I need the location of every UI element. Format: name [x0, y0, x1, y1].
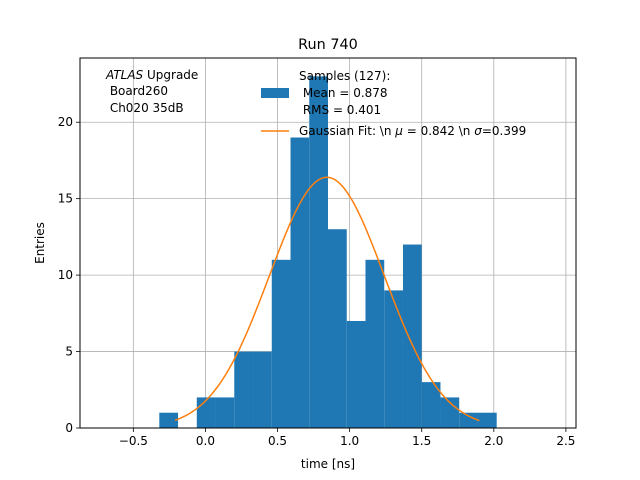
histogram-bar-11 — [365, 259, 385, 428]
chart-title: Run 740 — [298, 37, 358, 53]
annotation-atlas-word: ATLAS — [105, 68, 144, 82]
legend-fit-mid: = 0.842 \n — [403, 124, 474, 138]
legend-hist-line-3: RMS = 0.401 — [299, 103, 381, 117]
histogram-bar-17 — [477, 412, 497, 428]
legend-hist-line-2: Mean = 0.878 — [299, 86, 388, 100]
x-tick-label-4: 1.5 — [412, 434, 431, 448]
x-tick-label-1: 0.0 — [196, 434, 215, 448]
annotation-text: ATLAS Upgrade Board260 Ch020 35dB — [105, 68, 198, 115]
x-axis-label: time [ns] — [301, 457, 355, 471]
y-tick-label-4: 20 — [58, 115, 73, 129]
histogram-bar-7 — [290, 137, 310, 428]
histogram-bar-8 — [309, 76, 328, 428]
x-tick-label-2: 0.5 — [268, 434, 287, 448]
x-tick-label-5: 2.0 — [484, 434, 503, 448]
y-tick-label-2: 10 — [58, 268, 73, 282]
legend-hist-swatch — [261, 88, 289, 98]
x-axis-ticks: −0.5 0.0 0.5 1.0 1.5 2.0 2.5 — [119, 428, 575, 448]
histogram-bar-10 — [346, 320, 366, 428]
histogram-bar-16 — [459, 412, 478, 428]
y-tick-label-1: 5 — [65, 345, 73, 359]
annotation-line-1: ATLAS Upgrade — [105, 68, 198, 82]
x-tick-label-3: 1.0 — [340, 434, 359, 448]
plot-frame — [79, 57, 577, 429]
y-tick-label-0: 0 — [65, 421, 73, 435]
histogram-bars — [159, 76, 497, 428]
legend-fit-label: Gaussian Fit: \n μ = 0.842 \n σ=0.399 — [299, 124, 526, 138]
gaussian-fit-curve — [174, 176, 480, 422]
histogram-bar-3 — [215, 397, 235, 428]
histogram-bar-0 — [159, 412, 179, 428]
histogram-bar-4 — [234, 351, 254, 428]
histogram-bar-15 — [440, 397, 460, 428]
histogram-bar-5 — [253, 351, 272, 428]
histogram-bar-12 — [384, 290, 403, 428]
legend-fit-end: =0.399 — [482, 124, 526, 138]
y-axis-label: Entries — [33, 222, 47, 264]
y-axis-ticks: 0 5 10 15 20 — [58, 115, 80, 435]
legend-hist-line-1: Samples (127): — [299, 69, 390, 83]
annotation-line-2: Board260 — [106, 84, 168, 98]
legend-fit-text: Gaussian Fit: \n — [299, 124, 395, 138]
histogram-bar-9 — [328, 229, 347, 428]
x-tick-label-6: 2.5 — [556, 434, 575, 448]
histogram-bar-2 — [196, 397, 216, 428]
legend: Samples (127): Mean = 0.878 RMS = 0.401 … — [261, 69, 526, 138]
annotation-upgrade-word: Upgrade — [143, 68, 198, 82]
annotation-line-3: Ch020 35dB — [106, 101, 184, 115]
y-tick-label-3: 15 — [58, 192, 73, 206]
histogram-bar-6 — [271, 259, 291, 428]
legend-fit-sigma: σ — [474, 124, 482, 138]
histogram-bar-14 — [421, 382, 441, 428]
legend-fit-mu: μ — [394, 124, 403, 138]
histogram-bar-13 — [402, 244, 422, 428]
x-tick-label-0: −0.5 — [119, 434, 148, 448]
